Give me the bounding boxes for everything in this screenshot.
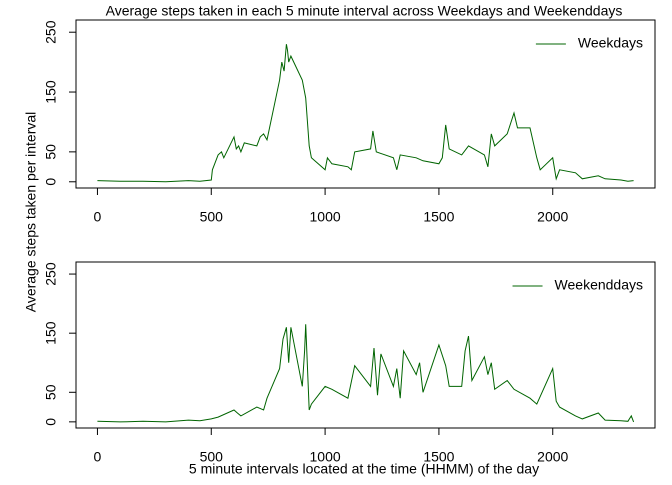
y-tick-label: 0: [43, 178, 59, 186]
x-tick-label: 2000: [537, 449, 568, 465]
y-tick-label: 50: [43, 144, 59, 160]
x-tick-label: 1500: [423, 449, 454, 465]
x-tick-label: 1000: [310, 209, 341, 225]
y-tick-label: 150: [43, 321, 59, 345]
x-tick-label: 2000: [537, 209, 568, 225]
plot-frame: [75, 261, 656, 429]
y-tick-label: 150: [43, 80, 59, 104]
y-tick-label: 250: [43, 20, 59, 44]
y-tick-label: 0: [43, 418, 59, 426]
x-tick-label: 500: [200, 449, 224, 465]
x-tick-label: 0: [94, 449, 102, 465]
plot-frame: [75, 19, 656, 189]
x-tick-label: 1000: [310, 449, 341, 465]
chart-title: Average steps taken in each 5 minute int…: [106, 3, 623, 19]
x-tick-label: 1500: [423, 209, 454, 225]
legend-label: Weekdays: [578, 35, 643, 51]
x-tick-label: 0: [94, 209, 102, 225]
legend-label: Weekenddays: [555, 277, 643, 293]
y-axis-label: Average steps taken per interval: [23, 112, 39, 313]
x-axis-label: 5 minute intervals located at the time (…: [189, 461, 539, 477]
data-line: [97, 324, 635, 423]
y-tick-label: 250: [43, 262, 59, 286]
data-line: [97, 44, 634, 183]
x-tick-label: 500: [200, 209, 224, 225]
y-tick-label: 50: [43, 384, 59, 400]
